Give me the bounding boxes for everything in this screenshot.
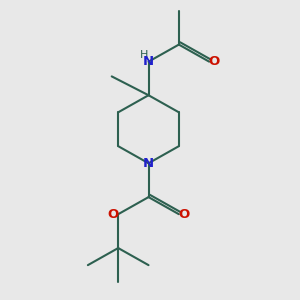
Text: O: O <box>208 55 219 68</box>
Text: N: N <box>143 157 154 170</box>
Text: O: O <box>178 208 190 221</box>
Text: H: H <box>140 50 148 60</box>
Text: O: O <box>107 208 118 221</box>
Text: N: N <box>143 55 154 68</box>
